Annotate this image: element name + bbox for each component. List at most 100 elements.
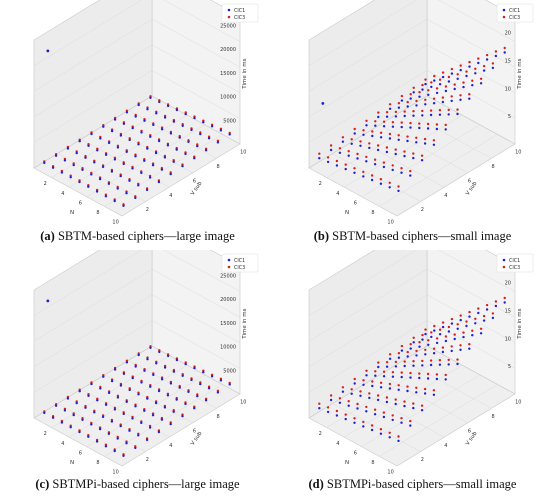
point-cic1 <box>353 382 356 385</box>
grid-line <box>361 374 480 448</box>
point-cic3 <box>326 406 330 409</box>
point-cic3 <box>385 361 389 364</box>
z-tick-label: 10000 <box>220 95 236 101</box>
point-cic1 <box>429 113 433 117</box>
x-tick-label: 2 <box>44 181 47 187</box>
point-cic3 <box>406 350 409 354</box>
point-cic1 <box>75 151 78 155</box>
point-cic1 <box>157 389 161 393</box>
x-tick-label: 8 <box>96 210 99 216</box>
point-cic3 <box>373 158 377 161</box>
point-cic1 <box>172 370 176 373</box>
grid-line <box>33 0 142 66</box>
point-cic1 <box>409 126 412 129</box>
point-cic3 <box>379 381 383 384</box>
point-cic1 <box>166 144 170 147</box>
point-cic1 <box>362 425 365 428</box>
point-cic1 <box>125 400 128 403</box>
point-cic1 <box>382 375 386 378</box>
point-cic1 <box>432 102 436 105</box>
point-cic1 <box>193 116 196 120</box>
point-cic3 <box>482 64 486 68</box>
point-cic1 <box>69 176 72 179</box>
point-cic1 <box>137 393 140 396</box>
point-cic3 <box>397 185 400 188</box>
floor <box>33 345 241 467</box>
point-cic1 <box>426 377 430 380</box>
point-cic1 <box>128 388 131 392</box>
point-cic3 <box>371 380 374 383</box>
point-cic1 <box>415 141 418 144</box>
point-cic1 <box>374 124 377 127</box>
point-cic1 <box>394 152 397 156</box>
grid-line <box>69 364 188 438</box>
point-cic1 <box>81 168 84 171</box>
point-cic1 <box>134 365 137 368</box>
point-cic1 <box>172 120 176 123</box>
point-cic1 <box>178 136 181 139</box>
grid-line <box>426 18 516 68</box>
point-cic3 <box>468 310 471 314</box>
point-cic1 <box>438 83 442 86</box>
x-tick-label: 2 <box>44 431 47 437</box>
floor <box>33 95 241 217</box>
point-cic1 <box>113 199 116 203</box>
point-cic1 <box>119 134 123 137</box>
grid-line <box>426 268 516 318</box>
point-cic3 <box>494 50 498 53</box>
point-cic1 <box>438 363 442 366</box>
point-cic3 <box>444 335 448 338</box>
point-cic1 <box>356 407 359 410</box>
point-cic3 <box>459 314 462 317</box>
point-cic3 <box>474 317 477 320</box>
point-cic1 <box>485 58 489 61</box>
point-cic1 <box>503 51 506 54</box>
floor <box>308 95 516 217</box>
caption-letter-d: (d) <box>308 477 324 491</box>
point-cic1 <box>169 382 173 385</box>
point-cic1 <box>388 387 392 390</box>
point-cic3 <box>491 62 495 65</box>
point-cic1 <box>128 138 131 142</box>
point-cic1 <box>154 151 158 155</box>
x-tick-label: 4 <box>336 441 339 447</box>
y-tick-label: 6 <box>193 178 196 184</box>
point-cic1 <box>385 150 389 154</box>
point-cic3 <box>438 78 442 81</box>
grid-line <box>438 0 516 42</box>
point-cic1 <box>160 128 164 131</box>
point-cic1 <box>394 365 398 368</box>
point-cic1 <box>134 115 137 118</box>
point-cic1 <box>66 397 70 400</box>
grid-line <box>33 18 153 92</box>
point-cic1 <box>450 322 454 325</box>
point-cic1 <box>113 118 117 121</box>
point-cic1 <box>146 397 149 400</box>
legend-label-cic1: CIC1 <box>234 258 245 264</box>
point-cic3 <box>379 131 383 134</box>
point-cic3 <box>356 152 359 156</box>
point-cic1 <box>423 142 427 145</box>
point-cic1 <box>78 180 81 184</box>
point-cic1 <box>131 376 134 380</box>
point-cic3 <box>465 70 468 73</box>
point-cic3 <box>344 163 347 166</box>
point-cic1 <box>412 91 415 94</box>
point-cic1 <box>163 366 167 369</box>
point-cic1 <box>84 406 87 409</box>
point-cic3 <box>450 67 454 71</box>
grid-line <box>308 250 417 316</box>
point-cic1 <box>421 364 424 367</box>
point-cic1 <box>116 437 119 440</box>
legend-label-cic1: CIC1 <box>509 258 520 264</box>
point-cic1 <box>353 171 356 174</box>
point-cic1 <box>373 413 377 416</box>
point-cic1 <box>184 152 187 156</box>
point-cic1 <box>400 99 404 102</box>
point-cic1 <box>482 69 486 72</box>
grid-line <box>51 355 170 428</box>
point-cic1 <box>403 154 406 158</box>
caption-text-b: SBTM-based ciphers—small image <box>329 229 512 243</box>
point-cic1 <box>90 173 93 176</box>
